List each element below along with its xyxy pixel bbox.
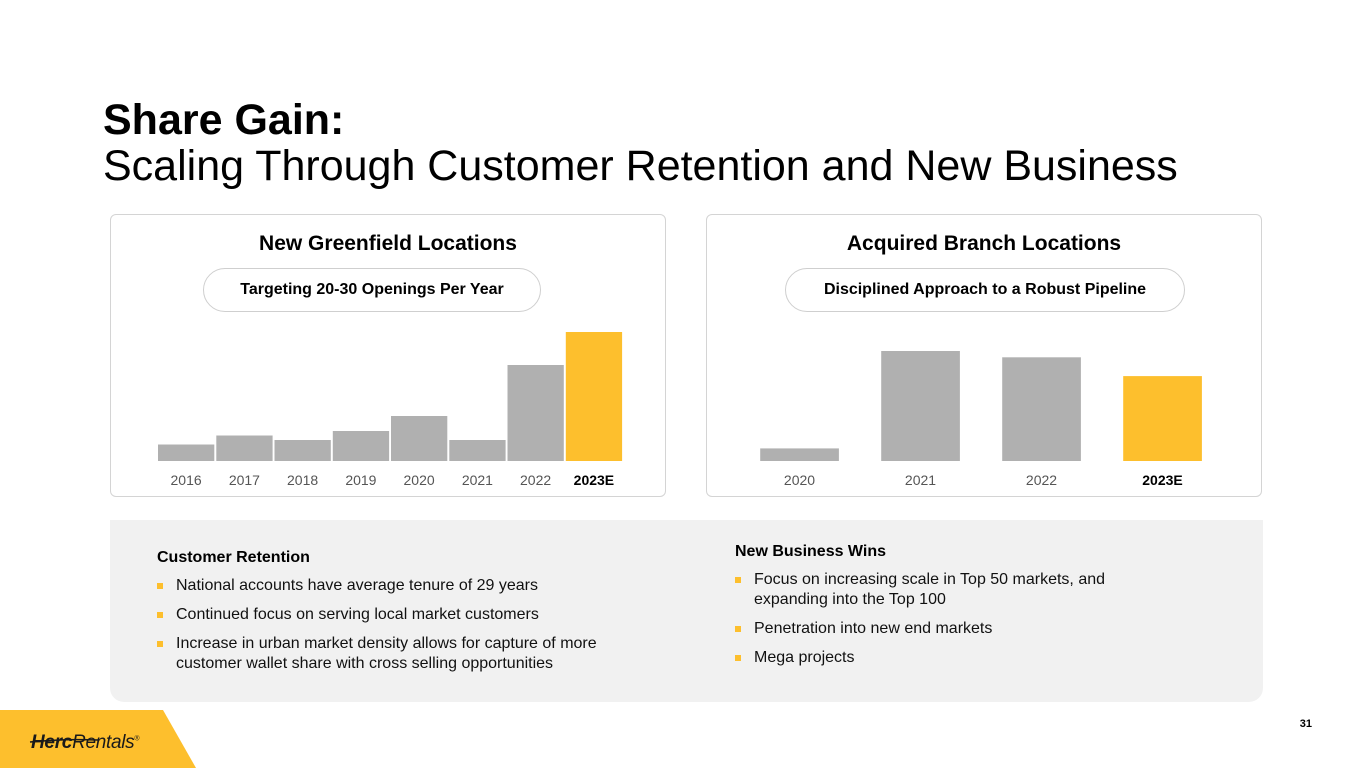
customer-retention-heading: Customer Retention — [157, 549, 310, 566]
logo-rentals: Rentals — [72, 732, 135, 753]
retention-bullet: Increase in urban market density allows … — [157, 634, 657, 674]
greenfield-panel: New Greenfield Locations Targeting 20-30… — [110, 214, 666, 497]
retention-bullet: Continued focus on serving local market … — [157, 605, 657, 625]
acquired-panel: Acquired Branch Locations Disciplined Ap… — [706, 214, 1262, 497]
bar-2018 — [274, 440, 331, 461]
tick-label-2023E: 2023E — [574, 472, 614, 488]
bar-2022 — [1002, 357, 1081, 461]
new-business-bullet: Mega projects — [735, 648, 1165, 668]
logo-banner-shape — [0, 710, 196, 768]
logo-herc: Herc — [31, 732, 73, 753]
greenfield-title: New Greenfield Locations — [259, 232, 517, 255]
highlights-box: Customer Retention National accounts hav… — [110, 520, 1263, 702]
tick-label-2023E: 2023E — [1142, 472, 1182, 488]
greenfield-bar-chart: 2016 2017 2018 2019 2020 2021 2022 2023E — [158, 332, 623, 488]
bar-2023E — [565, 332, 623, 461]
greenfield-subtitle-pill: Targeting 20-30 Openings Per Year — [203, 268, 541, 312]
logo-banner — [0, 710, 196, 768]
bar-2016 — [158, 444, 215, 461]
bar-2022 — [507, 365, 564, 461]
tick-label-2021: 2021 — [905, 472, 936, 488]
logo-swoosh-icon — [29, 738, 99, 743]
bar-2020 — [760, 448, 839, 461]
tick-label-2018: 2018 — [287, 472, 318, 488]
tick-label-2022: 2022 — [520, 472, 551, 488]
new-business-heading: New Business Wins — [735, 543, 887, 560]
tick-label-2019: 2019 — [345, 472, 376, 488]
acquired-subtitle-pill: Disciplined Approach to a Robust Pipelin… — [785, 268, 1185, 312]
customer-retention-section: Customer Retention National accounts hav… — [157, 549, 657, 683]
tick-label-2022: 2022 — [1026, 472, 1057, 488]
retention-bullet: National accounts have average tenure of… — [157, 576, 657, 596]
acquired-bar-chart: 2020 2021 2022 2023E — [760, 351, 1202, 488]
title-line-1: Share Gain: — [103, 96, 345, 144]
bar-2021 — [449, 440, 506, 461]
page-number: 31 — [1299, 718, 1312, 730]
new-business-bullet: Focus on increasing scale in Top 50 mark… — [735, 570, 1165, 610]
herc-rentals-logo: HercRentals® — [31, 732, 140, 754]
bar-2021 — [881, 351, 960, 461]
title-line-2: Scaling Through Customer Retention and N… — [103, 142, 1178, 190]
bar-2019 — [332, 431, 390, 461]
tick-label-2021: 2021 — [462, 472, 493, 488]
tick-label-2017: 2017 — [229, 472, 260, 488]
bar-2017 — [216, 435, 273, 461]
bar-2020 — [391, 416, 448, 461]
new-business-section: New Business Wins Focus on increasing sc… — [735, 543, 1165, 677]
page-title: Share Gain: Scaling Through Customer Ret… — [103, 96, 1178, 188]
logo-registered: ® — [134, 735, 140, 743]
tick-label-2020: 2020 — [784, 472, 815, 488]
new-business-bullet: Penetration into new end markets — [735, 619, 1165, 639]
bar-2023E — [1123, 376, 1202, 461]
tick-label-2020: 2020 — [404, 472, 435, 488]
tick-label-2016: 2016 — [171, 472, 202, 488]
acquired-title: Acquired Branch Locations — [846, 232, 1122, 255]
